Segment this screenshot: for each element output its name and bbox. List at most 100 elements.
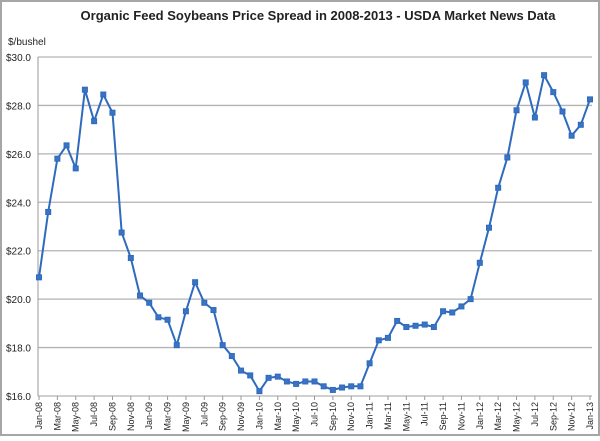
data-point-marker [54,155,61,162]
data-point-marker [302,378,309,385]
data-point-marker [155,314,162,321]
x-tick-label: Jul-09 [199,402,209,427]
data-point-marker [522,79,529,86]
data-point-marker [458,303,465,310]
x-tick-label: May-11 [401,402,411,431]
data-point-marker [329,386,336,393]
data-point-marker [485,224,492,231]
y-axis-label: $/bushel [8,37,46,48]
data-point-marker [173,342,180,349]
data-point-marker [109,109,116,116]
data-point-marker [440,308,447,315]
data-point-marker [137,292,144,299]
data-point-marker [91,118,98,125]
x-tick-label: Jan-09 [144,402,154,430]
x-tick-label: Sep-09 [218,402,228,431]
data-point-marker [577,121,584,128]
data-point-marker [45,208,52,215]
x-tick-label: Nov-09 [236,402,246,431]
data-point-marker [228,353,235,360]
data-point-marker [63,142,70,149]
data-point-marker [311,378,318,385]
x-tick-label: Mar-12 [493,402,503,431]
x-tick-label: May-10 [291,402,301,432]
x-tick-label: Mar-11 [383,402,393,430]
x-tick-label: Sep-11 [438,402,448,430]
y-tick-label: $30.0 [6,53,31,64]
data-point-marker [274,373,281,380]
data-point-marker [504,154,511,161]
data-point-marker [394,317,401,324]
data-point-marker [375,337,382,344]
x-tick-label: Jul-08 [89,402,99,427]
x-tick-label: Jan-13 [585,402,595,430]
data-point-marker [467,296,474,303]
data-point-marker [164,316,171,323]
data-point-marker [587,96,593,103]
x-tick-label: Mar-09 [163,402,173,431]
data-point-marker [403,323,410,330]
x-tick-label: Jan-10 [254,402,264,430]
data-point-marker [36,274,42,281]
x-tick-label: Jan-08 [34,402,44,430]
data-point-marker [238,367,245,374]
data-point-marker [283,378,290,385]
data-point-marker [293,380,300,387]
data-point-marker [550,89,557,96]
data-point-marker [559,108,566,115]
data-point-marker [100,91,107,98]
y-tick-label: $16.0 [6,392,31,403]
chart-title: Organic Feed Soybeans Price Spread in 20… [81,8,557,23]
data-point-marker [568,132,575,139]
x-tick-label: Jan-12 [475,402,485,430]
data-point-marker [384,334,391,341]
data-point-marker [118,229,125,236]
data-point-marker [449,309,456,316]
x-tick-label: Nov-10 [346,402,356,431]
x-tick-label: Nov-12 [567,402,577,431]
data-point-marker [366,360,373,367]
x-tick-label: Sep-08 [107,402,117,431]
data-point-marker [219,342,226,349]
data-point-marker [531,114,538,121]
data-point-marker [412,322,419,329]
x-tick-label: May-09 [181,402,191,432]
data-point-marker [146,299,153,306]
data-point-marker [256,388,263,395]
data-point-marker [357,383,364,390]
x-tick-label: Jan-11 [365,402,375,429]
data-point-marker [476,259,483,266]
data-point-marker [541,72,548,79]
x-tick-label: May-12 [512,402,522,432]
y-tick-label: $28.0 [6,101,31,112]
data-point-marker [513,107,520,114]
data-point-marker [201,299,208,306]
data-point-marker [127,254,134,261]
data-point-marker [495,184,502,191]
x-tick-label: Nov-11 [456,402,466,430]
x-tick-label: Sep-10 [328,402,338,431]
x-tick-label: Mar-08 [52,402,62,431]
y-tick-label: $20.0 [6,295,31,306]
data-point-marker [339,384,346,391]
y-tick-label: $22.0 [6,247,31,258]
data-point-marker [81,86,88,93]
data-point-marker [348,383,355,390]
x-tick-label: Mar-10 [273,402,283,431]
data-point-marker [182,308,189,315]
data-point-marker [72,165,79,172]
data-point-marker [421,321,428,328]
x-tick-label: May-08 [71,402,81,432]
x-tick-label: Jul-12 [530,402,540,427]
data-point-marker [247,372,254,379]
x-tick-label: Jul-10 [310,402,320,427]
data-point-marker [320,383,327,390]
y-tick-label: $24.0 [6,198,31,209]
data-point-marker [430,323,437,330]
data-point-marker [265,374,272,381]
x-tick-label: Jul-11 [420,402,430,426]
data-point-marker [192,279,199,286]
y-tick-label: $18.0 [6,344,31,355]
